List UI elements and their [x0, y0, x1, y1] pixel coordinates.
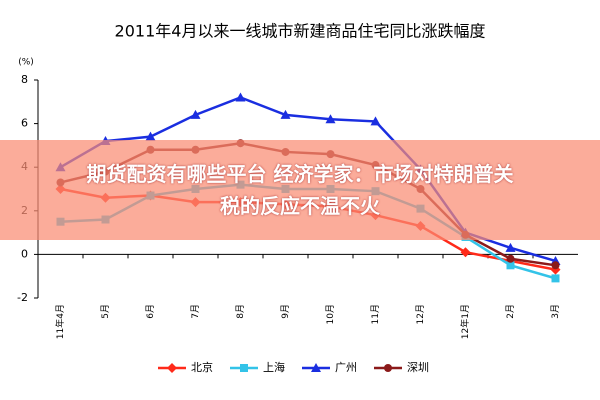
y-tick-label: 0: [21, 247, 28, 260]
y-tick-label: 8: [21, 73, 28, 86]
banner: 期货配资有哪些平台 经济学家：市场对特朗普关 税的反应不温不火: [0, 140, 600, 240]
y-tick-label: 6: [21, 117, 28, 130]
legend-marker: [311, 363, 321, 372]
x-tick-label: 9月: [280, 304, 291, 319]
x-tick-label: 2月: [505, 304, 516, 319]
legend-marker: [384, 364, 392, 372]
y-axis-label: (%): [18, 58, 34, 68]
point: [370, 116, 381, 126]
x-tick-label: 8月: [235, 304, 246, 319]
legend-marker: [240, 364, 248, 372]
point: [551, 261, 560, 270]
point: [190, 109, 201, 119]
y-tick-label: -2: [17, 291, 28, 304]
x-tick-label: 12月: [415, 304, 426, 324]
point: [506, 254, 515, 263]
legend-label: 上海: [263, 360, 285, 374]
legend-label: 深圳: [407, 361, 429, 374]
point: [551, 274, 560, 283]
x-tick-label: 10月: [325, 304, 336, 324]
x-tick-label: 7月: [190, 304, 201, 319]
x-tick-label: 6月: [145, 304, 156, 319]
banner-line: 期货配资有哪些平台 经济学家：市场对特朗普关: [86, 162, 514, 186]
x-tick-label: 11月: [370, 304, 381, 324]
legend-label: 北京: [191, 360, 213, 374]
x-tick-label: 5月: [100, 304, 111, 319]
x-tick-label: 3月: [550, 304, 561, 319]
chart-title: 2011年4月以来一线城市新建商品住宅同比涨跌幅度: [115, 22, 486, 41]
point: [505, 242, 516, 252]
point: [280, 109, 291, 119]
banner-line: 税的反应不温不火: [220, 194, 380, 218]
point: [145, 131, 156, 141]
point: [506, 261, 515, 270]
point: [235, 92, 246, 102]
legend-label: 广州: [335, 361, 357, 374]
x-tick-label: 12年1月: [459, 304, 471, 339]
point: [325, 114, 336, 124]
legend-marker: [167, 363, 177, 373]
point: [460, 247, 471, 258]
x-tick-label: 11年4月: [54, 304, 66, 339]
